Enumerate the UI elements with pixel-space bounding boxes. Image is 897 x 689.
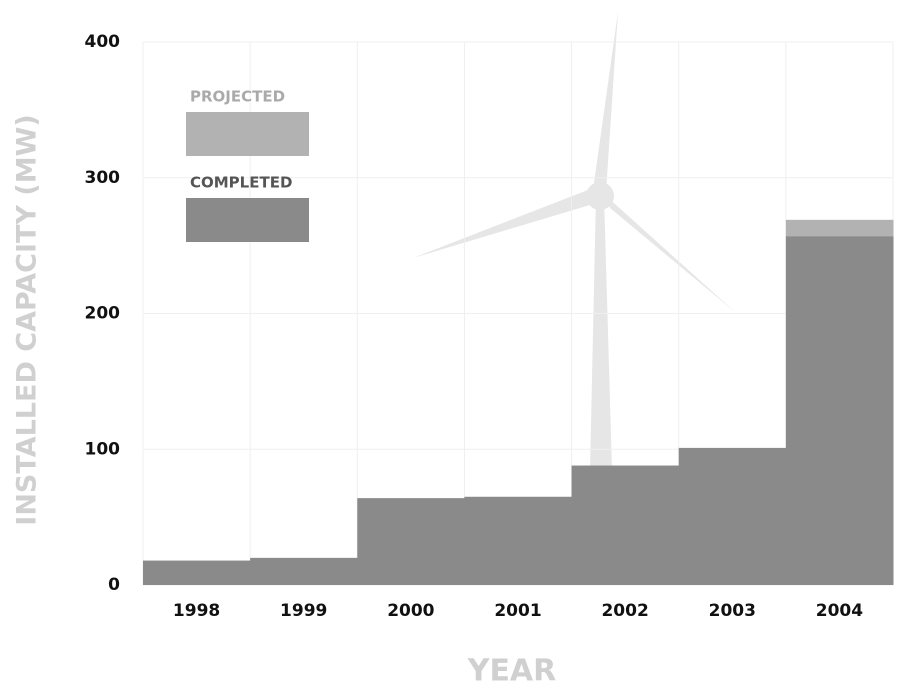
bar-segment [785, 219, 894, 237]
y-tick-label: 100 [85, 439, 121, 459]
legend-swatch [186, 198, 309, 242]
bar-segment [464, 496, 573, 585]
bar-segment [143, 560, 251, 585]
y-tick-label: 200 [85, 304, 121, 324]
turbine-blade [593, 12, 618, 192]
x-axis-title: YEAR [467, 654, 557, 689]
x-tick-label: 2000 [387, 601, 434, 621]
legend-label: PROJECTED [190, 88, 285, 106]
turbine-hub [586, 182, 614, 210]
x-tick-label: 2002 [601, 601, 648, 621]
turbine-blade [413, 188, 593, 258]
x-tick-label: 2001 [494, 601, 541, 621]
turbine-blade [605, 195, 735, 312]
y-axis-title: INSTALLED CAPACITY (MW) [12, 114, 43, 525]
turbine-tower [590, 195, 612, 470]
bar-segment [678, 447, 787, 585]
x-tick-label: 2004 [816, 601, 863, 621]
bar-segment [357, 498, 465, 585]
bar-segment [250, 557, 358, 585]
legend-swatch [186, 112, 309, 156]
y-tick-label: 400 [85, 32, 121, 52]
y-tick-label: 0 [108, 575, 120, 595]
bar-segment [571, 465, 680, 585]
legend-label: COMPLETED [190, 174, 292, 192]
turbine-decoration [413, 12, 735, 470]
bar-segment [785, 236, 894, 585]
x-tick-label: 1998 [173, 601, 220, 621]
x-tick-label: 2003 [709, 601, 756, 621]
x-tick-label: 1999 [280, 601, 327, 621]
y-tick-label: 300 [85, 168, 121, 188]
